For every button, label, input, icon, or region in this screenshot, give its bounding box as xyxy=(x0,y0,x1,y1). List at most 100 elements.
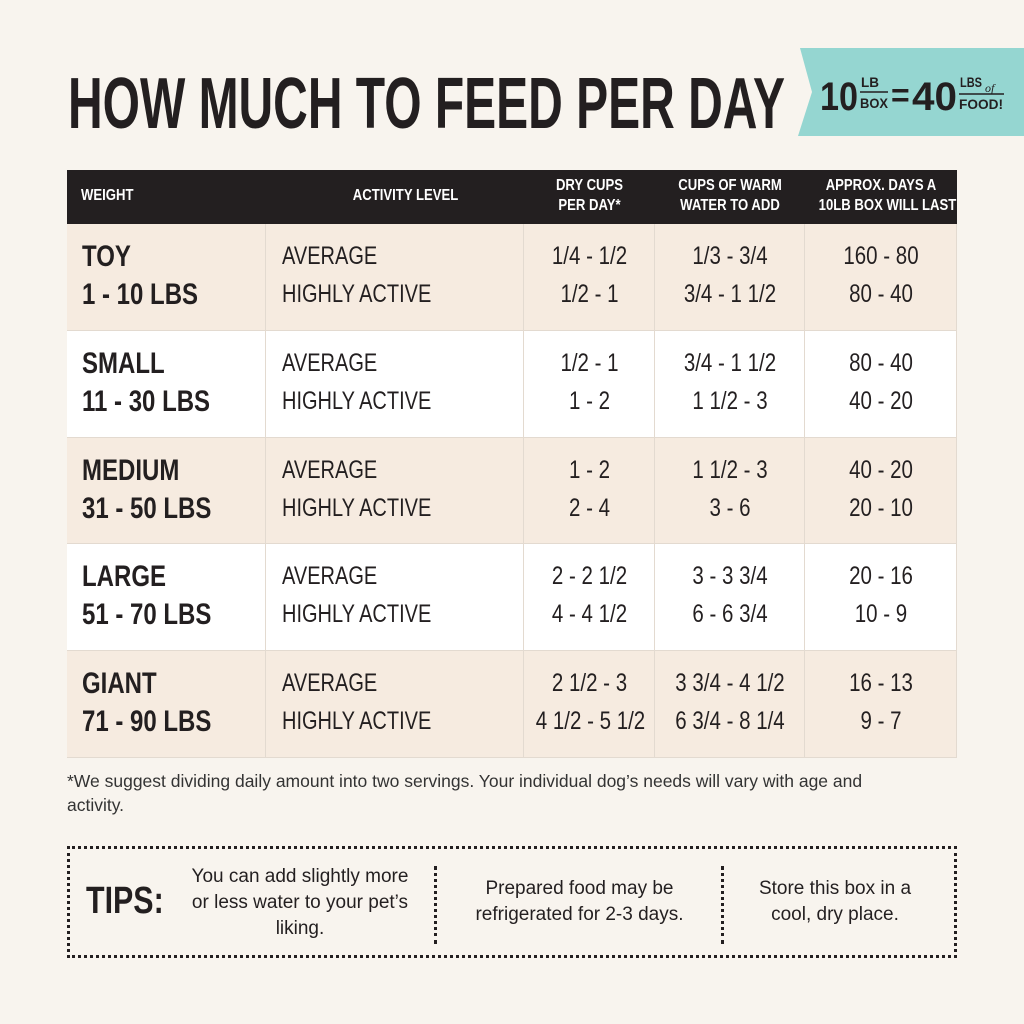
divider xyxy=(721,866,724,944)
amount: 1 - 2 xyxy=(568,386,611,415)
column-header: DRY CUPS xyxy=(555,177,624,194)
badge-number: 40 xyxy=(912,75,957,119)
amount: 1 - 2 xyxy=(568,455,611,484)
table-cell xyxy=(67,544,266,652)
tip: Prepared food may be refrigerated for 2-… xyxy=(475,878,684,925)
activity-level: AVERAGE xyxy=(282,455,378,484)
tip: Store this box in a cool, dry place. xyxy=(758,878,912,925)
amount: 3 - 3 3/4 xyxy=(692,562,768,591)
amount: 80 - 40 xyxy=(849,348,913,377)
table-cell xyxy=(266,224,524,331)
footnote: *We suggest dividing daily amount into t… xyxy=(67,771,863,815)
weight-range: 1 - 10 LBS xyxy=(82,278,199,311)
activity-level: HIGHLY ACTIVE xyxy=(282,386,432,415)
weight-range: 51 - 70 LBS xyxy=(82,598,212,632)
table-cell xyxy=(805,651,957,758)
activity-level: HIGHLY ACTIVE xyxy=(282,493,432,522)
size-label: MEDIUM xyxy=(82,453,180,487)
amount: 1/2 - 1 xyxy=(560,280,619,308)
table-cell xyxy=(805,224,957,331)
tip: You can add slightly more or less water … xyxy=(191,866,409,939)
table-cell xyxy=(67,330,266,438)
amount: 3/4 - 1 1/2 xyxy=(683,348,777,377)
table-cell xyxy=(805,544,957,652)
amount: 1/2 - 1 xyxy=(560,348,619,377)
feeding-table: WEIGHT ACTIVITY LEVEL DRY CUPS PER DAY* CUPS… xyxy=(67,170,957,758)
table-cell xyxy=(655,437,805,545)
size-label: TOY xyxy=(82,240,131,273)
table-cell xyxy=(266,330,524,438)
table-cell xyxy=(266,651,524,758)
weight-range: 31 - 50 LBS xyxy=(82,491,212,525)
badge-unit: LB xyxy=(861,74,879,90)
table-cell xyxy=(655,224,805,331)
weight-range: 71 - 90 LBS xyxy=(82,705,212,739)
amount: 3 3/4 - 4 1/2 xyxy=(675,669,785,698)
amount: 1 1/2 - 3 xyxy=(692,386,768,415)
column-header: ACTIVITY LEVEL xyxy=(352,187,459,204)
size-label: LARGE xyxy=(82,560,166,594)
table-cell xyxy=(266,437,524,545)
badge-unit: BOX xyxy=(860,95,889,111)
table-cell xyxy=(655,544,805,652)
column-header: 10LB BOX WILL LAST xyxy=(818,197,957,214)
activity-level: HIGHLY ACTIVE xyxy=(282,600,432,629)
activity-level: AVERAGE xyxy=(282,562,378,591)
tips-label: TIPS: xyxy=(86,880,164,922)
badge-equals: = xyxy=(891,77,910,113)
table-cell xyxy=(524,330,655,438)
table-cell xyxy=(524,651,655,758)
badge-number: 10 xyxy=(820,75,858,119)
table-cell xyxy=(67,437,266,545)
size-label: SMALL xyxy=(82,346,165,380)
table-cell xyxy=(266,544,524,652)
badge-unit: FOOD! xyxy=(959,96,1003,112)
column-header: WEIGHT xyxy=(81,187,134,204)
weight-range: 11 - 30 LBS xyxy=(82,384,211,418)
amount: 1 1/2 - 3 xyxy=(692,455,768,484)
amount: 6 - 6 3/4 xyxy=(692,600,768,629)
amount: 2 - 2 1/2 xyxy=(551,562,628,591)
activity-level: AVERAGE xyxy=(282,669,378,698)
badge-bg xyxy=(798,48,1024,136)
amount: 4 - 4 1/2 xyxy=(551,600,628,629)
amount: 160 - 80 xyxy=(843,242,919,270)
header: HOW MUCH TO FEED PER DAY 10 LB BOX = 40 … xyxy=(68,48,1024,144)
table-cell xyxy=(655,330,805,438)
activity-level: AVERAGE xyxy=(282,242,378,270)
amount: 20 - 10 xyxy=(849,493,913,522)
amount: 3/4 - 1 1/2 xyxy=(683,280,777,308)
amount: 40 - 20 xyxy=(849,386,913,415)
amount: 9 - 7 xyxy=(860,707,902,736)
table-cell xyxy=(805,437,957,545)
badge-unit: LBS xyxy=(960,74,982,90)
amount: 10 - 9 xyxy=(854,600,908,629)
table-cell xyxy=(805,330,957,438)
table-cell xyxy=(524,437,655,545)
amount: 3 - 6 xyxy=(709,493,751,522)
amount: 4 1/2 - 5 1/2 xyxy=(535,707,646,736)
activity-level: HIGHLY ACTIVE xyxy=(282,707,432,736)
amount: 6 3/4 - 8 1/4 xyxy=(675,707,785,736)
table-cell xyxy=(655,651,805,758)
amount: 80 - 40 xyxy=(849,280,913,308)
table-cell xyxy=(524,224,655,331)
amount: 2 - 4 xyxy=(568,493,611,522)
amount: 2 1/2 - 3 xyxy=(551,669,628,698)
column-header: PER DAY* xyxy=(558,197,621,214)
table-header-bg xyxy=(67,170,957,224)
size-label: GIANT xyxy=(82,667,157,701)
title: HOW MUCH TO FEED PER DAY xyxy=(68,64,785,144)
amount: 1/4 - 1/2 xyxy=(551,242,628,270)
activity-level: AVERAGE xyxy=(282,348,378,377)
column-header: CUPS OF WARM xyxy=(678,177,782,194)
column-header: WATER TO ADD xyxy=(680,197,780,214)
divider xyxy=(434,866,437,944)
badge-of: of xyxy=(985,81,996,95)
table-cell xyxy=(67,651,266,758)
column-header: APPROX. DAYS A xyxy=(825,177,937,194)
amount: 16 - 13 xyxy=(849,669,913,698)
amount: 20 - 16 xyxy=(849,562,913,591)
amount: 1/3 - 3/4 xyxy=(692,242,768,270)
